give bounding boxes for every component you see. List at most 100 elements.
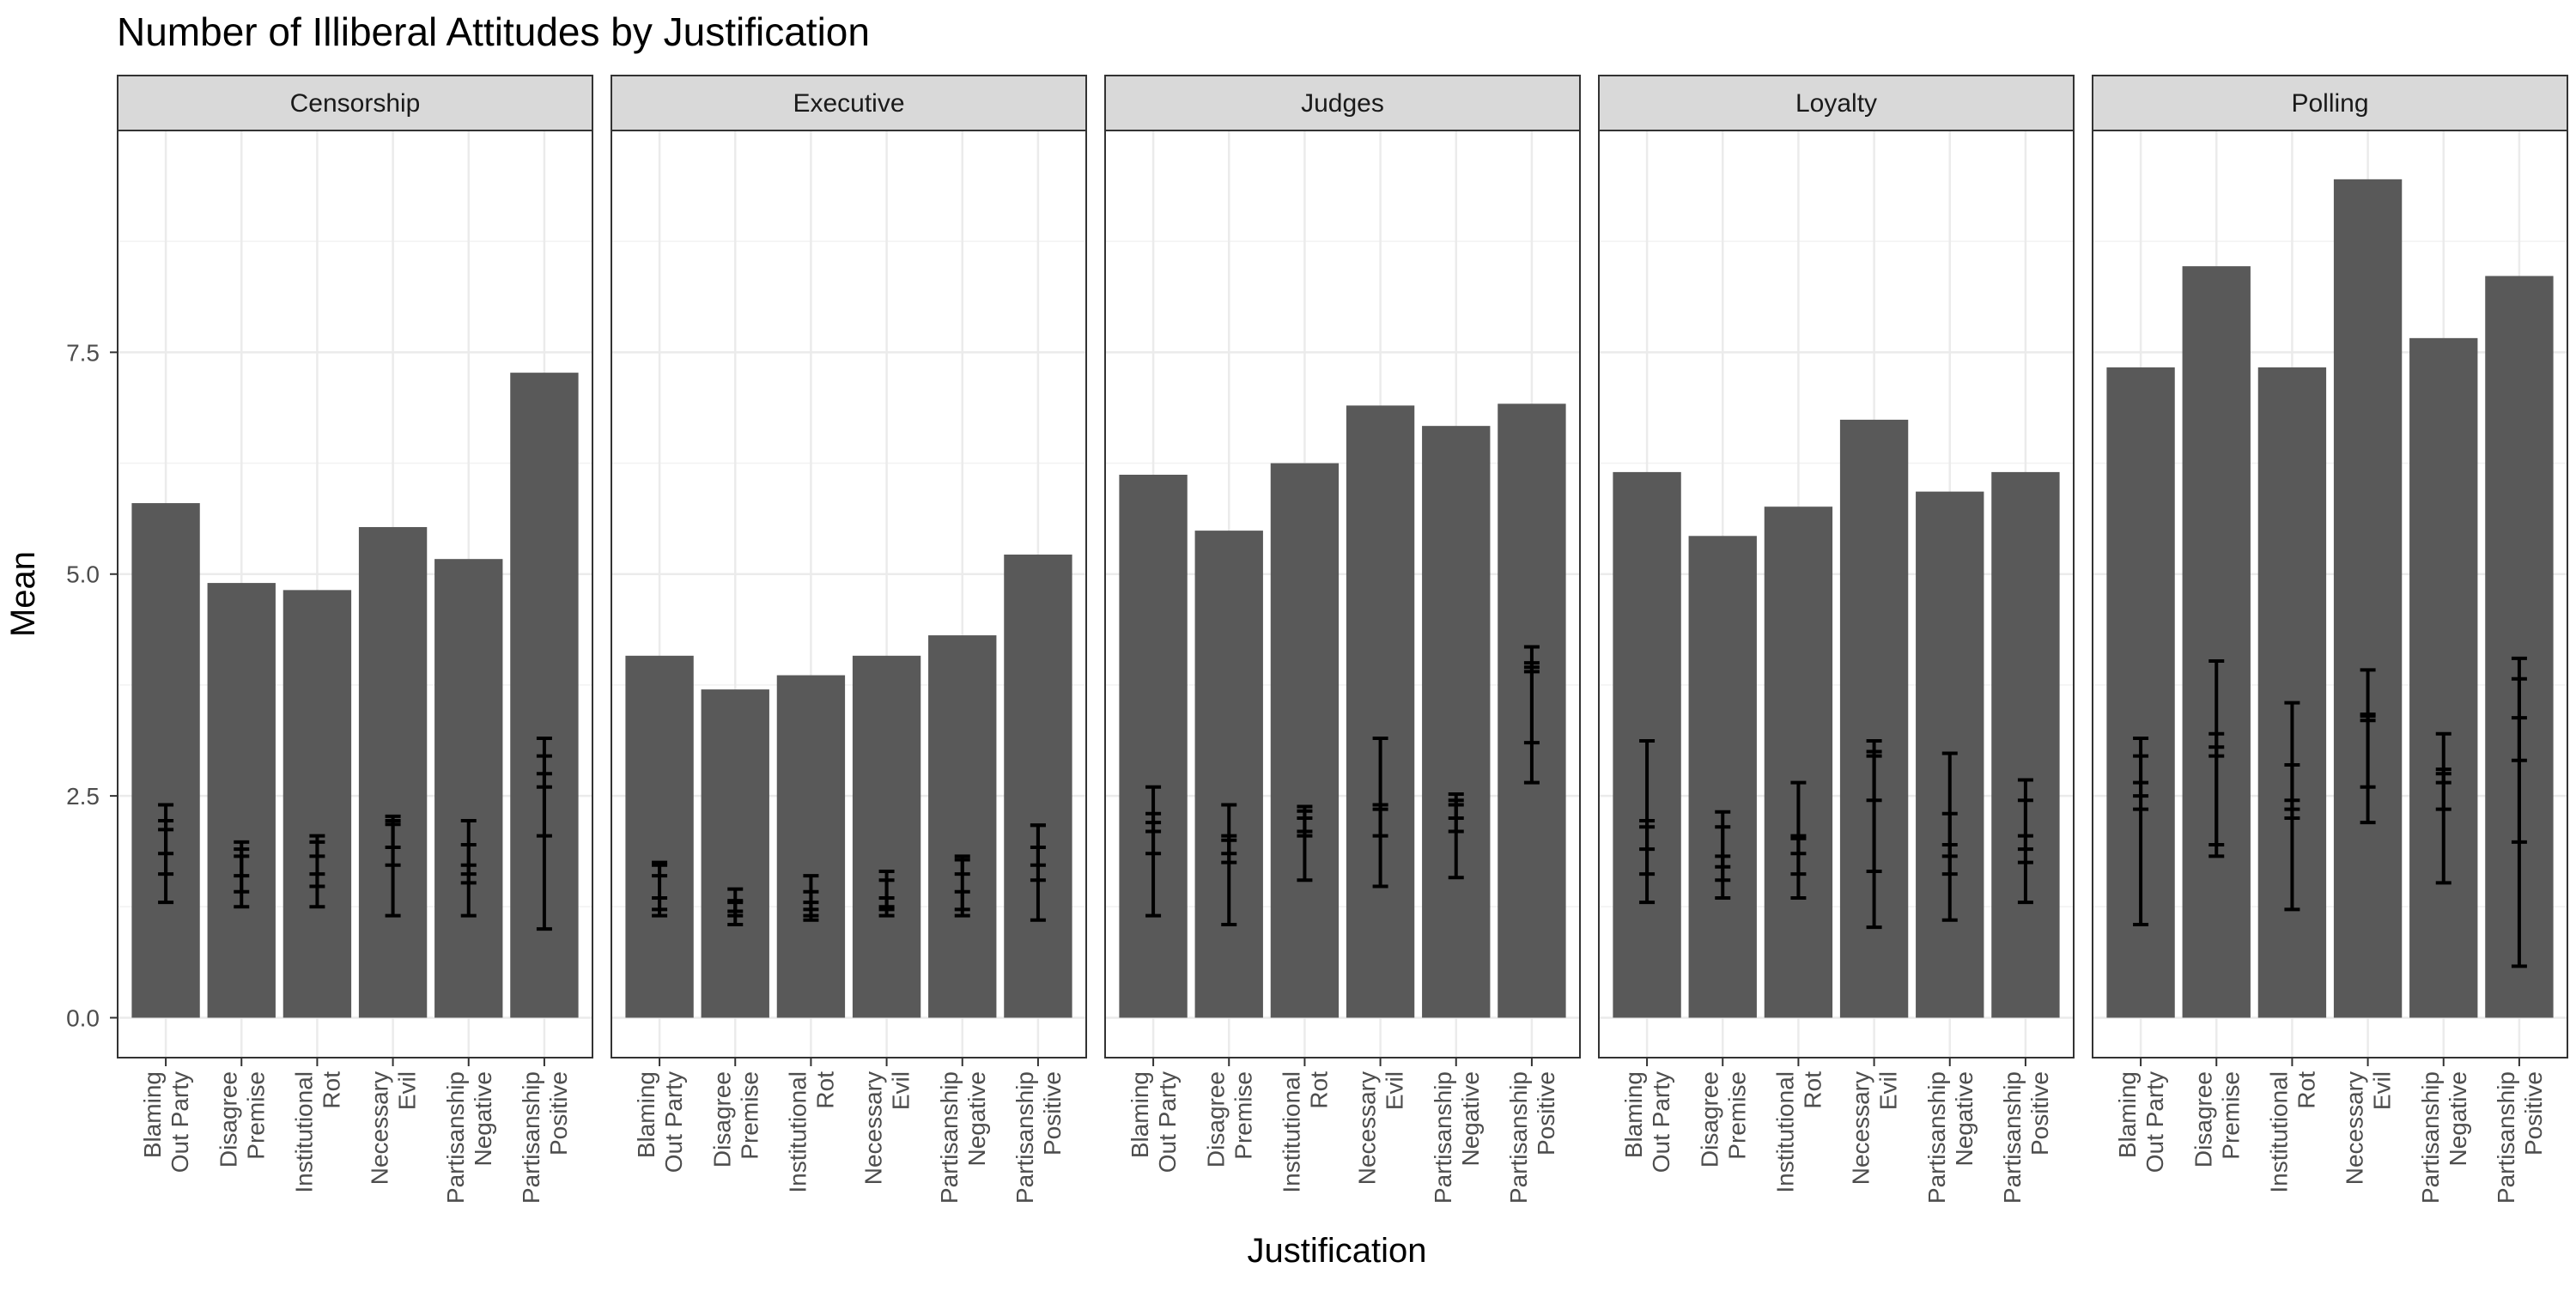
bar: [283, 590, 352, 1018]
x-tick-label-line: Rot: [2293, 1071, 2319, 1109]
bar: [1119, 474, 1188, 1018]
x-tick-label-line: Rot: [811, 1071, 838, 1109]
x-tick-label-line: Necessary: [1354, 1071, 1381, 1185]
x-tick-label-line: Premise: [242, 1071, 269, 1160]
bar: [1346, 405, 1415, 1018]
chart-title: Number of Illiberal Attitudes by Justifi…: [117, 9, 870, 54]
x-tick-label: InstitutionalRot: [290, 1071, 344, 1193]
x-tick-label-line: Partisanship: [442, 1071, 469, 1204]
facet-panel: Polling BlamingOut Party DisagreePremise In…: [2092, 75, 2568, 1204]
x-tick-label-line: Partisanship: [1999, 1071, 2026, 1204]
x-tick-label-line: Out Party: [1648, 1071, 1674, 1173]
x-tick-label: BlamingOut Party: [1127, 1071, 1181, 1173]
bar: [852, 655, 921, 1018]
x-tick-label: BlamingOut Party: [139, 1071, 193, 1173]
bar: [207, 583, 276, 1018]
facet-strip-label: Loyalty: [1795, 89, 1877, 118]
x-tick-label-line: Negative: [2445, 1071, 2471, 1167]
x-tick-label: NecessaryEvil: [1354, 1071, 1408, 1185]
x-axis-label: Justification: [1248, 1232, 1427, 1270]
x-tick-label: PartisanshipPositive: [1999, 1071, 2053, 1204]
x-tick-label-line: Out Party: [1154, 1071, 1181, 1173]
x-tick-label-line: Disagree: [1696, 1071, 1722, 1168]
x-tick-label-line: Institutional: [1771, 1071, 1798, 1193]
x-tick-label-line: Evil: [1875, 1071, 1902, 1110]
y-axis: 0.0 2.5 5.0 7.5: [66, 339, 118, 1031]
x-tick-label-line: Positive: [545, 1071, 572, 1156]
x-tick-label: PartisanshipPositive: [1505, 1071, 1559, 1204]
bar: [2182, 266, 2251, 1018]
x-tick-label-line: Necessary: [860, 1071, 887, 1185]
x-tick-label-line: Negative: [470, 1071, 496, 1167]
x-tick-label: InstitutionalRot: [1771, 1071, 1826, 1193]
x-tick-label: InstitutionalRot: [784, 1071, 838, 1193]
bar: [1422, 426, 1491, 1018]
x-tick-label-line: Positive: [2026, 1071, 2053, 1156]
x-tick-label-line: Institutional: [2265, 1071, 2292, 1193]
bar: [1004, 555, 1072, 1018]
x-tick-label-line: Positive: [1533, 1071, 1559, 1156]
bar: [434, 559, 503, 1018]
facet-panel: Loyalty BlamingOut Party DisagreePremise In…: [1598, 75, 2075, 1204]
x-tick-label-line: Positive: [1039, 1071, 1066, 1156]
x-tick-label-line: Blaming: [1127, 1071, 1153, 1158]
x-tick-label-line: Negative: [1457, 1071, 1484, 1167]
x-tick-label: PartisanshipNegative: [1430, 1071, 1484, 1204]
x-tick-label: DisagreePremise: [2190, 1071, 2244, 1168]
x-tick-label-line: Institutional: [290, 1071, 317, 1193]
x-tick-label-line: Blaming: [2114, 1071, 2141, 1158]
x-tick-label: NecessaryEvil: [1848, 1071, 1902, 1185]
x-tick-label-line: Partisanship: [2417, 1071, 2444, 1204]
y-tick-label: 7.5: [66, 339, 100, 366]
x-tick-label-line: Premise: [736, 1071, 762, 1160]
bar: [1764, 506, 1833, 1018]
x-tick-label-line: Rot: [1799, 1071, 1826, 1109]
x-tick-label: DisagreePremise: [708, 1071, 762, 1168]
bar: [2257, 367, 2327, 1018]
x-tick-label-line: Partisanship: [2493, 1071, 2519, 1204]
facet-panel: Judges BlamingOut Party DisagreePremise Ins…: [1104, 75, 1581, 1204]
x-tick-label-line: Rot: [1305, 1071, 1332, 1109]
x-tick-label-line: Disagree: [2190, 1071, 2216, 1168]
x-tick-label: DisagreePremise: [215, 1071, 269, 1168]
bar: [776, 675, 846, 1018]
x-tick-label: InstitutionalRot: [2265, 1071, 2319, 1193]
bar: [1194, 531, 1263, 1018]
y-axis-label: Mean: [4, 551, 42, 637]
x-tick-label: PartisanshipNegative: [1923, 1071, 1978, 1204]
x-tick-label: PartisanshipPositive: [518, 1071, 572, 1204]
x-tick-label-line: Disagree: [708, 1071, 735, 1168]
x-tick-label-line: Evil: [888, 1071, 914, 1110]
y-tick-label: 5.0: [66, 561, 100, 588]
x-tick-label-line: Partisanship: [1430, 1071, 1456, 1204]
x-tick-label: NecessaryEvil: [860, 1071, 914, 1185]
x-tick-label-line: Partisanship: [1505, 1071, 1532, 1204]
bar: [131, 503, 200, 1018]
x-tick-label-line: Positive: [2520, 1071, 2547, 1156]
x-tick-label-line: Premise: [2217, 1071, 2244, 1160]
bar: [1270, 463, 1340, 1018]
facet-strip: [1598, 75, 2075, 131]
x-tick-label-line: Out Party: [660, 1071, 687, 1173]
x-tick-label: PartisanshipNegative: [2417, 1071, 2471, 1204]
x-tick-label: PartisanshipPositive: [1012, 1071, 1066, 1204]
y-tick-label: 2.5: [66, 783, 100, 810]
facet-strip-label: Censorship: [290, 89, 421, 118]
x-tick-label-line: Evil: [2369, 1071, 2396, 1110]
facet-panel: Executive BlamingOut Party DisagreePremise…: [611, 75, 1087, 1204]
x-tick-label-line: Blaming: [139, 1071, 166, 1158]
y-tick-label: 0.0: [66, 1004, 100, 1031]
x-tick-label: BlamingOut Party: [2114, 1071, 2168, 1173]
x-tick-label: PartisanshipNegative: [442, 1071, 496, 1204]
x-tick-label-line: Negative: [1951, 1071, 1978, 1167]
x-tick-label-line: Partisanship: [518, 1071, 544, 1204]
bar: [1991, 471, 2060, 1018]
x-tick-label: NecessaryEvil: [2342, 1071, 2396, 1185]
x-tick-label-line: Premise: [1230, 1071, 1256, 1160]
x-tick-label-line: Necessary: [2342, 1071, 2368, 1185]
facet-strip-label: Judges: [1301, 89, 1384, 118]
x-tick-label-line: Rot: [318, 1071, 344, 1109]
